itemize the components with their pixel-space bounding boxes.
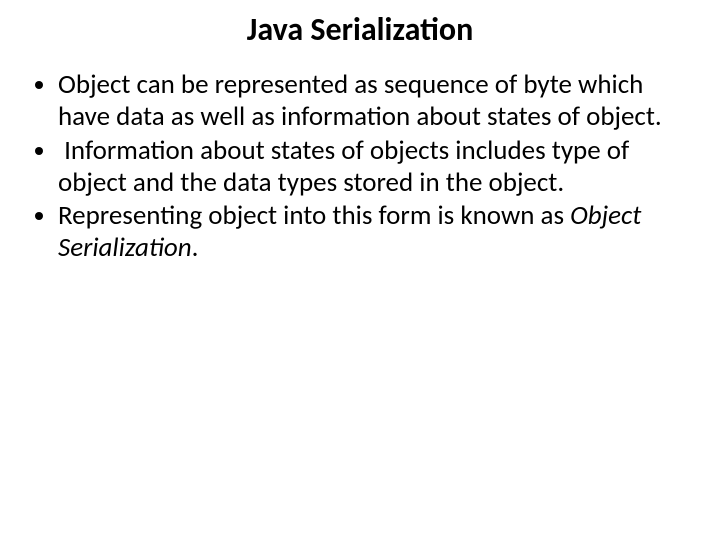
bullet-item: Object can be represented as sequence of… (58, 69, 690, 133)
bullet-list: Object can be represented as sequence of… (30, 69, 690, 264)
bullet-text-after: . (192, 231, 199, 264)
slide: Java Serialization Object can be represe… (0, 0, 720, 540)
bullet-text-before: Representing object into this form is kn… (58, 199, 570, 232)
bullet-text: Object can be represented as sequence of… (58, 68, 662, 133)
bullet-item: Representing object into this form is kn… (58, 200, 690, 264)
slide-title: Java Serialization (30, 10, 690, 49)
bullet-item: Information about states of objects incl… (58, 135, 690, 199)
bullet-text: Information about states of objects incl… (58, 134, 629, 199)
